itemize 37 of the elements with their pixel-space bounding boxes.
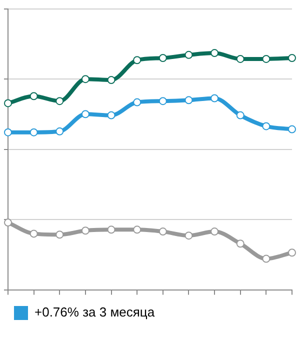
point [56, 230, 64, 239]
point [236, 111, 244, 120]
point [158, 228, 167, 236]
point [81, 75, 90, 84]
point [184, 96, 193, 104]
point [30, 128, 38, 136]
point [262, 122, 270, 130]
point [210, 94, 219, 102]
point [107, 76, 116, 84]
point [81, 226, 90, 235]
point [210, 49, 219, 58]
point [107, 111, 116, 120]
point [184, 50, 193, 59]
legend-label: +0.76% за 3 месяца [34, 304, 156, 320]
point [262, 254, 270, 263]
point [30, 230, 38, 238]
point [4, 128, 12, 136]
point [133, 98, 142, 106]
point [288, 125, 296, 134]
point [30, 92, 38, 100]
point [4, 218, 12, 227]
point [158, 54, 167, 62]
point [133, 56, 142, 64]
point [133, 226, 142, 234]
point [236, 54, 244, 63]
point [158, 97, 167, 106]
point [262, 54, 270, 63]
point [288, 248, 296, 257]
point [107, 226, 116, 234]
point [56, 127, 64, 136]
point [56, 97, 64, 106]
point [210, 228, 219, 236]
point [81, 110, 90, 118]
point [4, 99, 12, 108]
point [236, 240, 244, 248]
point [288, 54, 296, 62]
point [184, 232, 193, 240]
